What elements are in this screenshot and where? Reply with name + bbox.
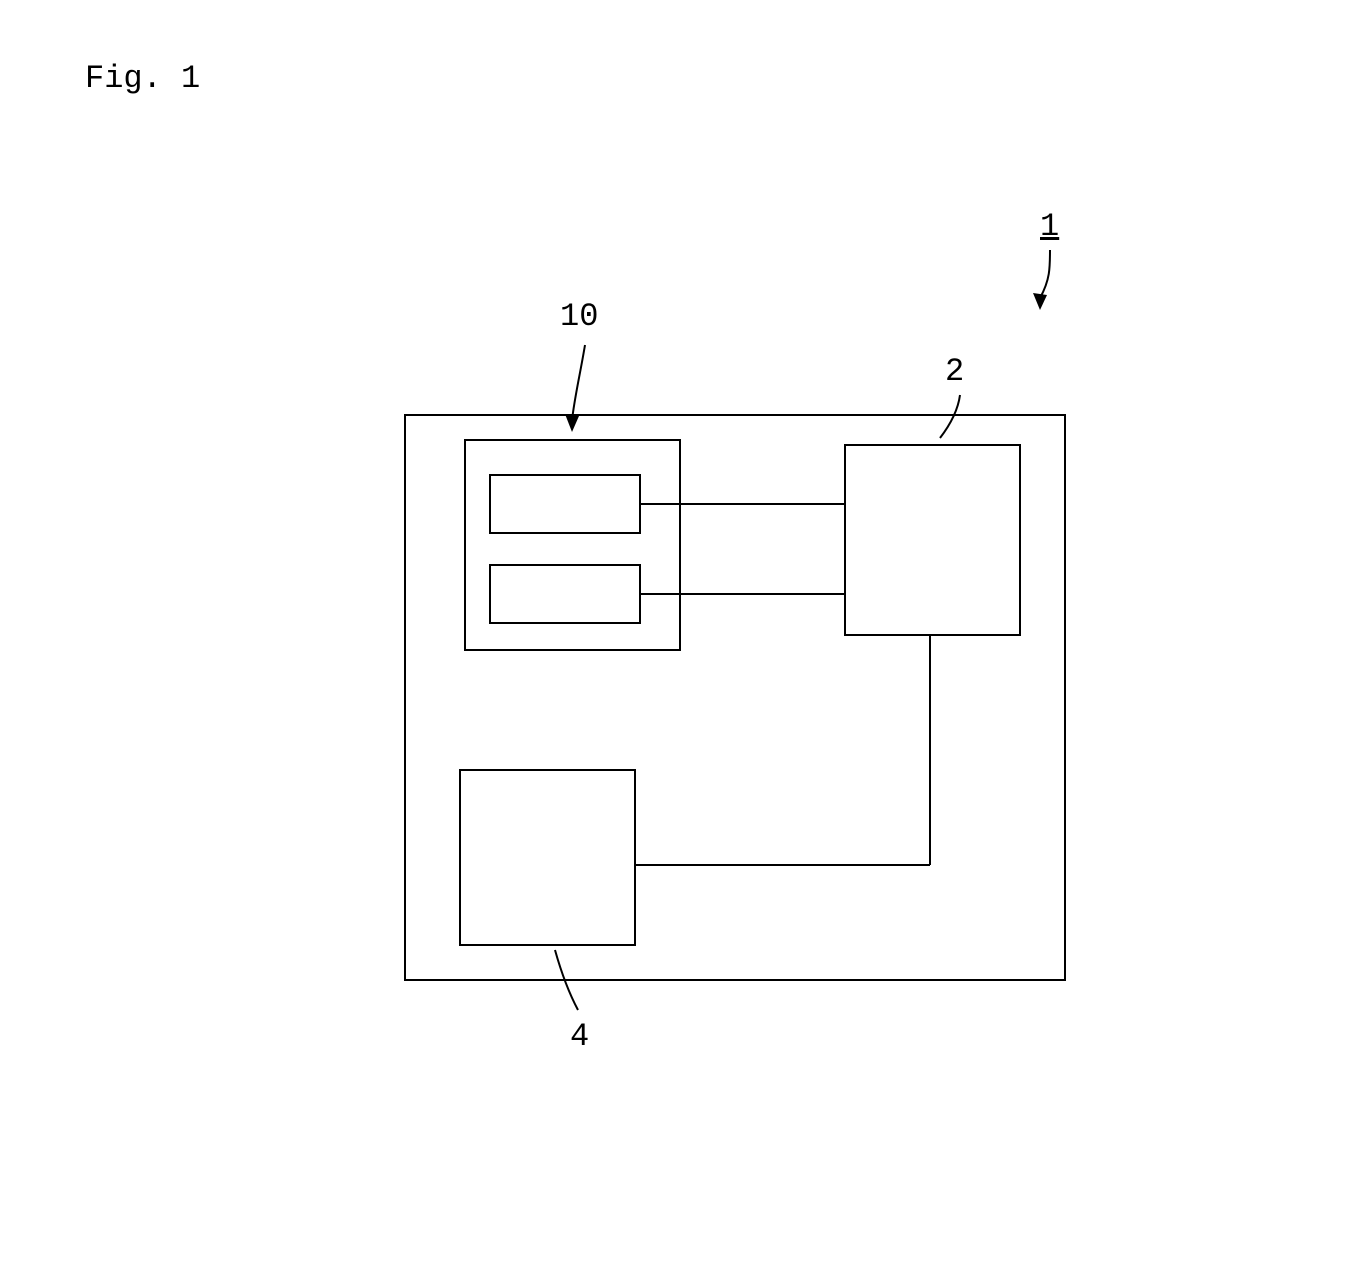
block-2	[845, 445, 1020, 635]
diagram-svg	[0, 0, 1361, 1272]
block-10	[465, 440, 680, 650]
leader-10-arrow	[565, 414, 579, 432]
block-4	[460, 770, 635, 945]
leader-10-curve	[572, 345, 585, 420]
leader-2-curve	[940, 395, 960, 438]
block-10-inner-bottom	[490, 565, 640, 623]
outer-box	[405, 415, 1065, 980]
leader-1-curve	[1040, 250, 1050, 298]
block-10-inner-top	[490, 475, 640, 533]
leader-1-arrow	[1033, 293, 1047, 310]
